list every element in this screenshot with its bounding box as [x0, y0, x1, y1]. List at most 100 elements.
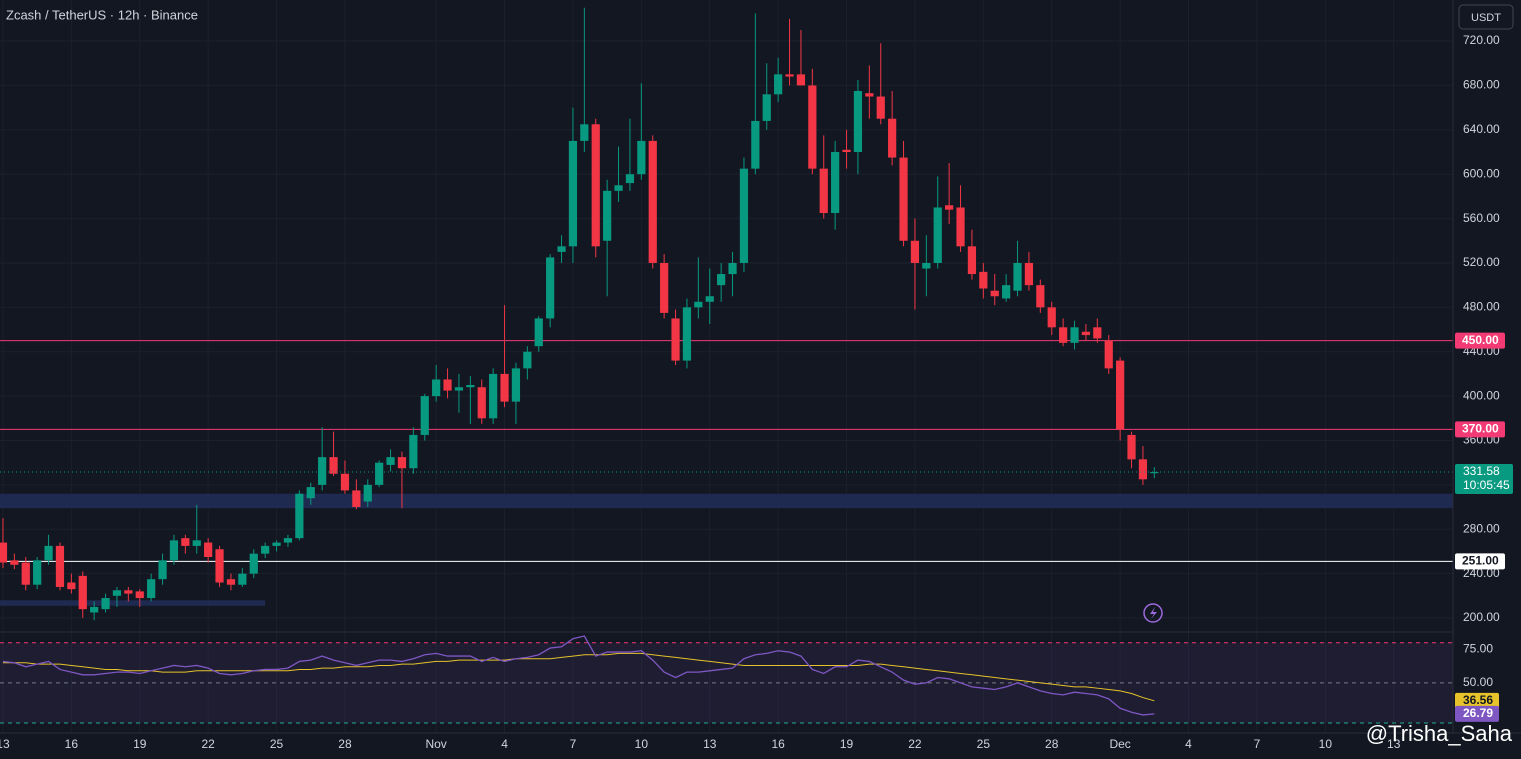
candle-body: [420, 396, 429, 435]
zone: [0, 493, 1453, 509]
countdown: 10:05:45: [1463, 478, 1510, 492]
candle-body: [272, 542, 281, 546]
candle-body: [511, 368, 521, 402]
candle-body: [1024, 262, 1034, 286]
axes: 13 16 19 22 25 28 Nov 4 7 10 13 16 19 22 25 28 Dec 4 7 10 13…: [0, 33, 1513, 751]
candle-body: [169, 540, 179, 561]
candle-body: [226, 579, 236, 585]
candle-body: [785, 74, 794, 77]
candle-body: [124, 590, 133, 594]
candle-body: [967, 246, 977, 275]
candle-body: [306, 487, 315, 499]
candle-body: [819, 168, 828, 214]
x-tick-label: Nov: [425, 737, 446, 751]
candle-body: [249, 553, 258, 574]
candle-body: [215, 549, 224, 583]
candle-body: [682, 307, 692, 361]
candle-body: [876, 96, 885, 119]
candle-body: [956, 207, 965, 247]
candle-body: [557, 246, 566, 252]
candle-body: [865, 93, 874, 97]
y-tick-label: 560.00: [1463, 211, 1500, 225]
x-tick-label: 10: [1319, 737, 1333, 751]
candle-body: [90, 606, 99, 613]
candle-body: [1127, 434, 1136, 460]
x-tick-label: 25: [977, 737, 991, 751]
rsi-value-label: 26.79: [1463, 706, 1493, 720]
x-tick-label: 7: [570, 737, 577, 751]
candle-body: [44, 545, 53, 561]
x-tick-label: 16: [771, 737, 785, 751]
candle-body: [694, 301, 703, 308]
currency-button[interactable]: [1458, 4, 1514, 30]
candle-body: [660, 262, 669, 313]
candle-body: [591, 124, 600, 247]
x-tick-label: 28: [1045, 737, 1059, 751]
level-tag-label: 370.00: [1462, 422, 1499, 436]
alert-icon[interactable]: [1143, 603, 1163, 623]
candle-body: [751, 120, 760, 169]
y-tick-label: 520.00: [1463, 255, 1500, 269]
candle-body: [910, 240, 920, 263]
candle-body: [409, 434, 418, 469]
candle-body: [625, 174, 635, 184]
candle-body: [534, 318, 543, 347]
x-tick-label: 22: [201, 737, 215, 751]
candle-body: [329, 457, 338, 474]
candle-body: [101, 598, 110, 610]
candle-body: [1070, 327, 1079, 343]
candle-body: [933, 207, 942, 263]
candle-body: [648, 140, 657, 263]
candle-body: [842, 149, 851, 153]
candle-body: [386, 457, 395, 465]
x-tick-label: Dec: [1109, 737, 1130, 751]
candle-body: [283, 538, 293, 543]
candle-body: [33, 560, 42, 585]
candle-body: [238, 573, 247, 585]
y-tick-label: 600.00: [1463, 166, 1500, 180]
candle-body: [443, 379, 452, 391]
candle-body: [1104, 340, 1113, 369]
candle-body: [568, 140, 578, 247]
y-tick-label: 680.00: [1463, 78, 1500, 92]
currency-label[interactable]: USDT: [1471, 12, 1501, 24]
x-tick-label: 19: [133, 737, 147, 751]
candle-body: [1013, 262, 1022, 291]
candle-body: [318, 457, 327, 485]
level-tag-label: 251.00: [1462, 554, 1499, 568]
candle-body: [21, 562, 30, 585]
x-tick-label: 10: [635, 737, 649, 751]
x-tick-label: 4: [501, 737, 508, 751]
x-tick-label: 13: [1387, 737, 1401, 751]
candle-body: [1093, 327, 1102, 339]
y-tick-label: 720.00: [1463, 33, 1500, 47]
candle-body: [352, 490, 361, 508]
candle-body: [67, 582, 76, 590]
candle-body: [1047, 307, 1056, 328]
candle-body: [705, 296, 714, 302]
x-tick-label: 13: [703, 737, 717, 751]
x-tick-label: 28: [338, 737, 352, 751]
x-tick-label: 7: [1254, 737, 1261, 751]
last-price-tag: [1455, 464, 1513, 495]
candle-body: [340, 473, 350, 491]
rsi-line: [2, 635, 1155, 716]
candle-body: [204, 542, 213, 557]
candle-body: [397, 457, 407, 469]
zone: [0, 600, 266, 606]
rsi-tick-label: 75.00: [1463, 642, 1493, 656]
candle-body: [112, 590, 122, 596]
candle-body: [135, 591, 144, 599]
candle-body: [580, 124, 589, 141]
candle-body: [774, 74, 783, 95]
candle-body: [181, 538, 190, 546]
candle-body: [477, 387, 486, 419]
candle-body: [762, 94, 771, 121]
candle-body: [375, 462, 384, 485]
candle-body: [796, 74, 806, 86]
rsi-line: [2, 652, 1155, 702]
candle-body: [10, 560, 19, 565]
candle-body: [1138, 459, 1148, 480]
candle-body: [728, 262, 737, 275]
